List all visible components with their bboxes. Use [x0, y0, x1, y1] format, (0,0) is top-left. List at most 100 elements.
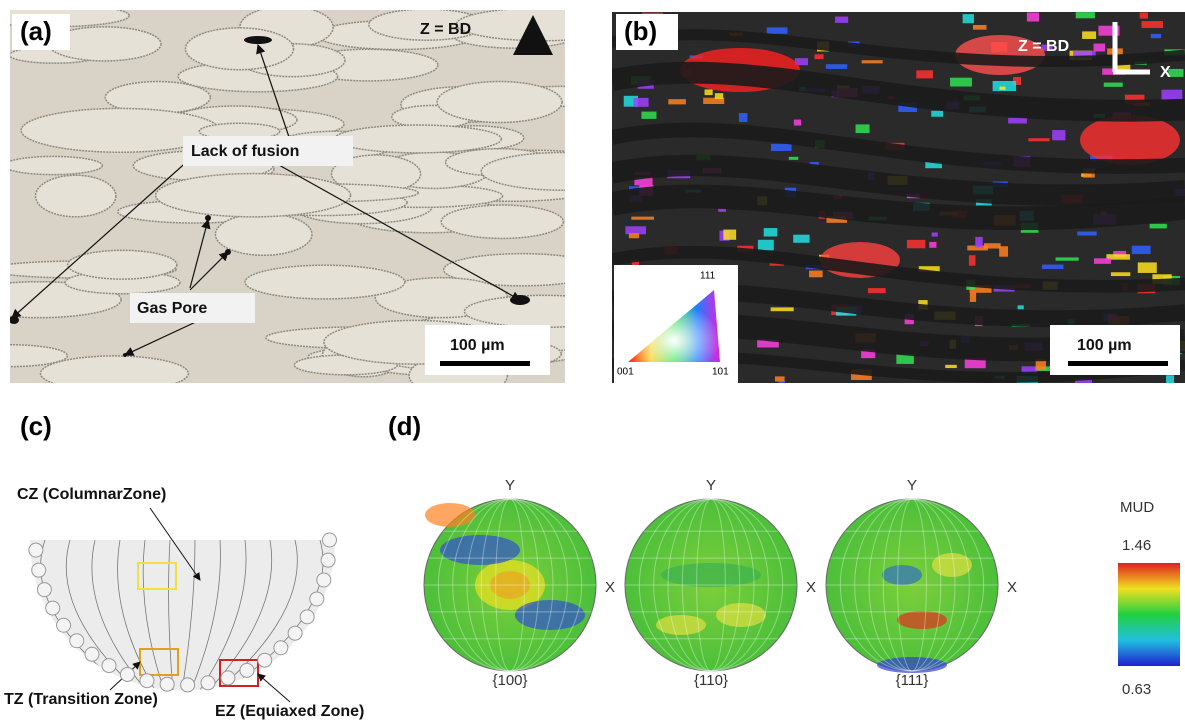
axis-label: X	[1160, 64, 1171, 81]
annotation-box	[130, 293, 255, 323]
grain	[950, 77, 972, 87]
equiaxed-grain	[239, 662, 255, 678]
zone-box	[137, 562, 177, 590]
grain	[931, 232, 938, 237]
grain	[1055, 257, 1079, 261]
grain	[1021, 366, 1038, 375]
grain	[1137, 262, 1157, 273]
grain	[1075, 12, 1095, 19]
grain	[1028, 138, 1050, 142]
grain	[1161, 89, 1183, 101]
pole-figure-name: {111}	[896, 672, 929, 689]
scale-box	[425, 325, 550, 375]
intensity	[661, 563, 761, 587]
grain	[1115, 64, 1131, 75]
grain	[793, 119, 802, 126]
pole-figure-name: {110}	[694, 672, 728, 689]
axis-label: Y	[706, 477, 716, 494]
grain	[1106, 254, 1130, 260]
axis-label: X	[1007, 579, 1017, 596]
axis-label: Y	[907, 477, 917, 494]
equiaxed-grain	[273, 640, 289, 656]
grain	[861, 60, 883, 64]
columnar-grain	[181, 540, 196, 691]
defect	[10, 316, 19, 324]
grain	[757, 339, 779, 348]
grain	[1008, 117, 1027, 124]
grain	[714, 93, 724, 99]
grain	[1026, 12, 1040, 22]
grain	[769, 262, 785, 266]
grain	[1131, 245, 1151, 255]
grains	[40, 540, 324, 691]
meridian	[452, 498, 568, 672]
grain	[763, 228, 778, 237]
panel-label: (a)	[20, 16, 52, 46]
grain	[861, 349, 876, 359]
grain	[1141, 21, 1163, 28]
annotation: Gas Pore	[137, 300, 207, 317]
annotation-box	[183, 136, 353, 166]
grain	[770, 307, 794, 312]
melt-pool-boundary	[333, 124, 503, 154]
equiaxed-grain	[31, 562, 47, 578]
grain	[918, 266, 940, 272]
equiaxed-grain	[309, 591, 325, 607]
grain	[983, 243, 1001, 249]
columnar-grain	[217, 540, 298, 691]
equiaxed-grain	[287, 625, 303, 641]
scale-bar	[440, 361, 530, 366]
scale-box	[1050, 325, 1180, 375]
melt-pool-boundary	[10, 343, 69, 368]
melt-pool-boundary	[66, 249, 178, 280]
melt-pool-boundary	[10, 155, 104, 176]
label-box	[616, 14, 678, 50]
scale-bar-label: 100 µm	[450, 337, 505, 354]
melt-pool	[30, 540, 335, 691]
equiaxed-grain	[200, 675, 216, 691]
melt-pool-boundary	[463, 294, 565, 329]
meridian	[681, 498, 741, 672]
equiaxed-grain	[28, 542, 44, 558]
intensity	[425, 503, 475, 527]
grain	[631, 216, 655, 220]
equiaxed-grain	[36, 582, 52, 598]
panel-label: (d)	[388, 411, 421, 441]
melt-pool-boundary	[443, 252, 565, 287]
meridian	[667, 498, 755, 672]
annotation: Lack of fusion	[191, 143, 299, 160]
band	[612, 61, 1185, 122]
grain	[703, 97, 725, 104]
grain	[634, 177, 653, 186]
columnar-grain	[168, 540, 174, 691]
pole-figure-name: {100}	[492, 672, 527, 689]
equiaxed-grain	[316, 572, 332, 588]
grain	[668, 99, 686, 105]
grain	[931, 110, 944, 117]
equiaxed-grain	[69, 633, 85, 649]
pole-figures: Y X {100} Y X {110} Y X {111}	[423, 477, 1017, 689]
grain	[1103, 82, 1123, 87]
intensity	[877, 657, 947, 673]
grain	[1166, 375, 1175, 383]
intensity	[932, 553, 972, 577]
colorbar	[1118, 563, 1180, 666]
grain	[1098, 25, 1120, 36]
grain	[896, 354, 914, 364]
grain	[825, 64, 848, 69]
scale-bar-label: 100 µm	[1077, 337, 1132, 354]
columnar-grain	[190, 540, 221, 691]
equiaxed-grain	[119, 666, 135, 682]
meridian	[653, 498, 769, 672]
grain	[1077, 231, 1097, 236]
meridian	[696, 498, 726, 672]
grain	[623, 95, 638, 107]
melt-pool-boundary	[184, 27, 295, 71]
intensity	[716, 603, 766, 627]
colorbar-title: MUD	[1120, 499, 1154, 516]
melt-pool-boundary	[214, 212, 313, 257]
intensity	[440, 535, 520, 565]
grain	[641, 111, 657, 119]
meridian	[854, 498, 970, 672]
intensity	[656, 615, 706, 635]
